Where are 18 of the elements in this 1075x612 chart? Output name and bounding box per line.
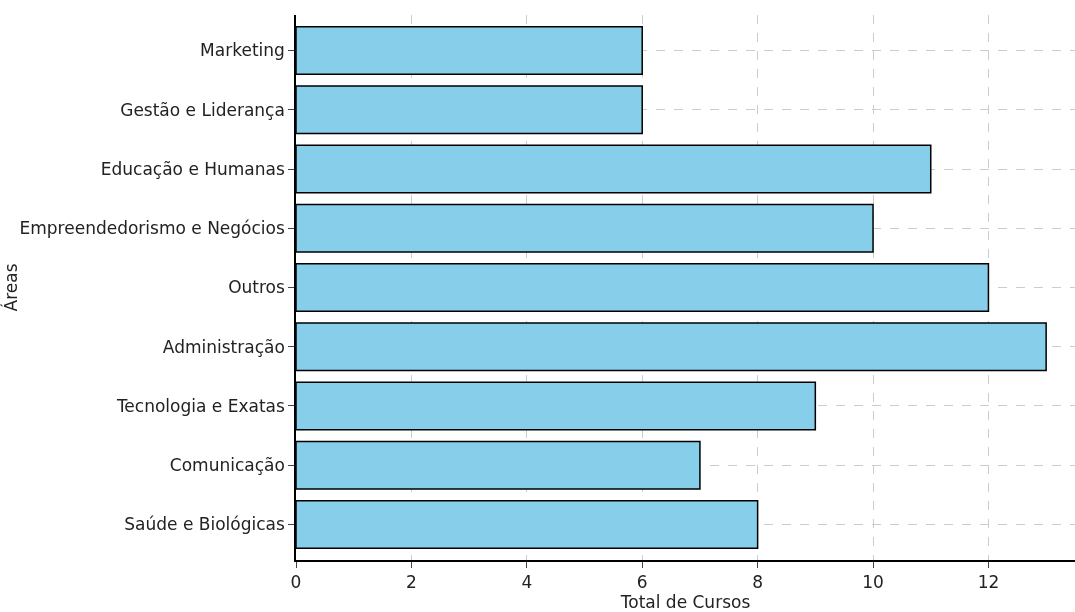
x-tick-label: 2 [406, 572, 417, 593]
x-tick-label: 8 [752, 572, 764, 593]
x-tick-label: 10 [862, 572, 884, 593]
y-axis-title: Áreas [0, 263, 21, 312]
x-tick-label: 0 [290, 572, 302, 593]
y-tick-label: Saúde e Biológicas [124, 514, 285, 535]
y-tick-label: Marketing [200, 40, 285, 61]
y-tick-label: Empreendedorismo e Negócios [19, 218, 285, 239]
y-tick-label: Outros [228, 277, 285, 298]
x-tick-label: 6 [636, 572, 648, 593]
y-tick-label: Administração [162, 336, 285, 357]
x-axis-title: Total de Cursos [619, 592, 751, 612]
y-tick-label: Gestão e Liderança [120, 99, 285, 120]
y-tick-label: Educação e Humanas [100, 158, 285, 179]
y-tick-label: Tecnologia e Exatas [115, 395, 285, 416]
y-tick-label: Comunicação [169, 455, 285, 476]
x-tick-label: 4 [521, 572, 533, 593]
x-tick-label: 12 [977, 572, 1000, 593]
